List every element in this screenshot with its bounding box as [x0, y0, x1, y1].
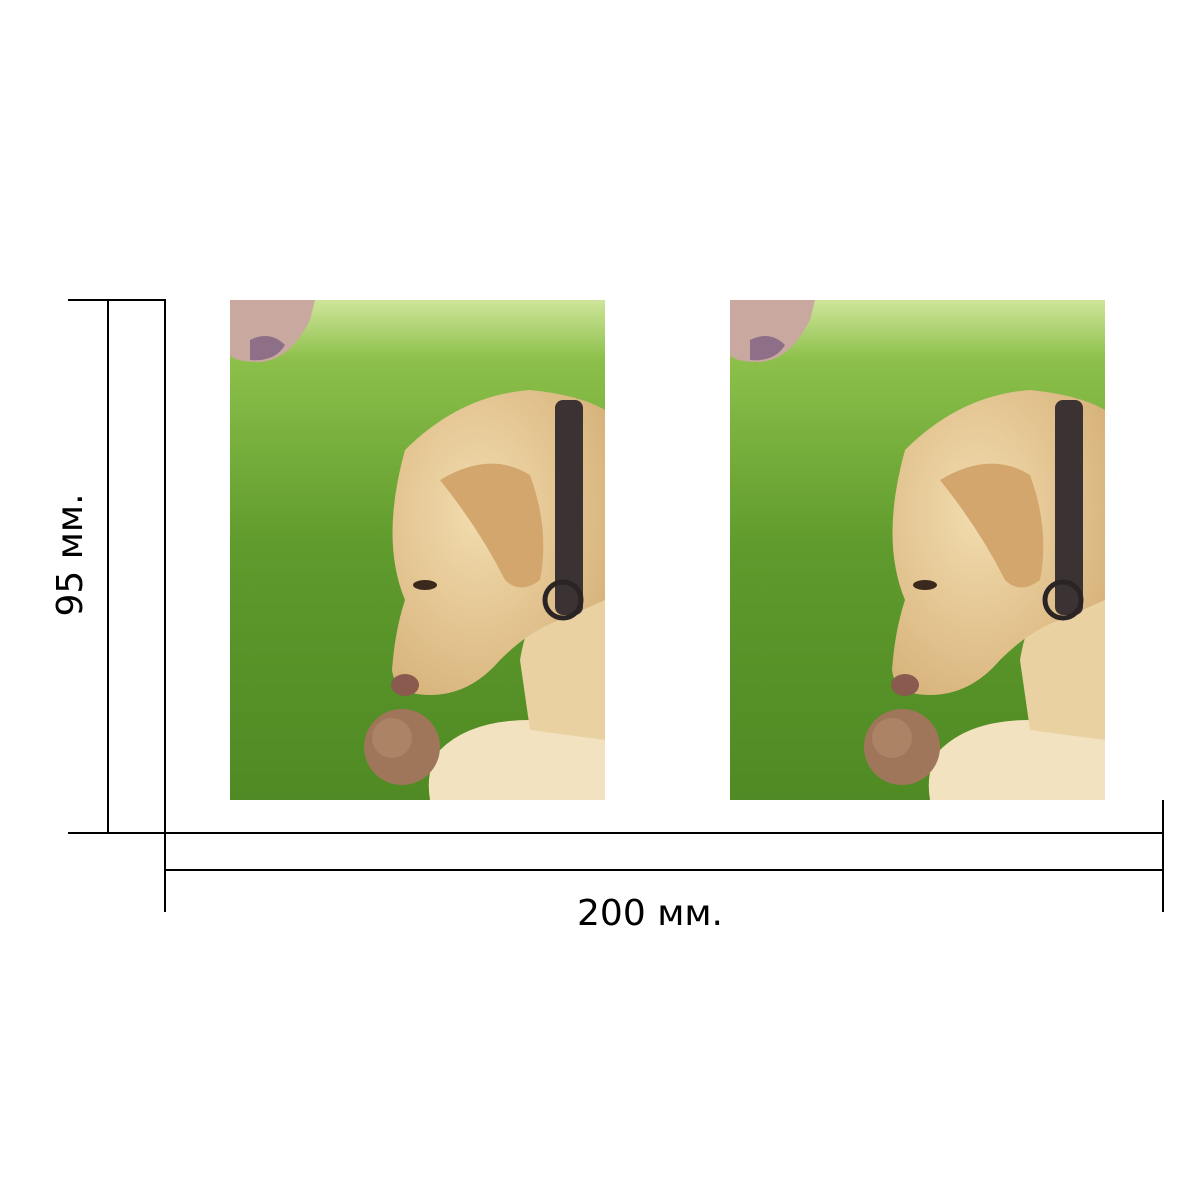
product-photo [230, 300, 605, 800]
width-dimension [164, 800, 1164, 912]
product-photo [730, 300, 1105, 800]
height-dimension [68, 299, 166, 834]
height-label: 95 мм. [50, 493, 91, 616]
width-label: 200 мм. [577, 893, 723, 934]
